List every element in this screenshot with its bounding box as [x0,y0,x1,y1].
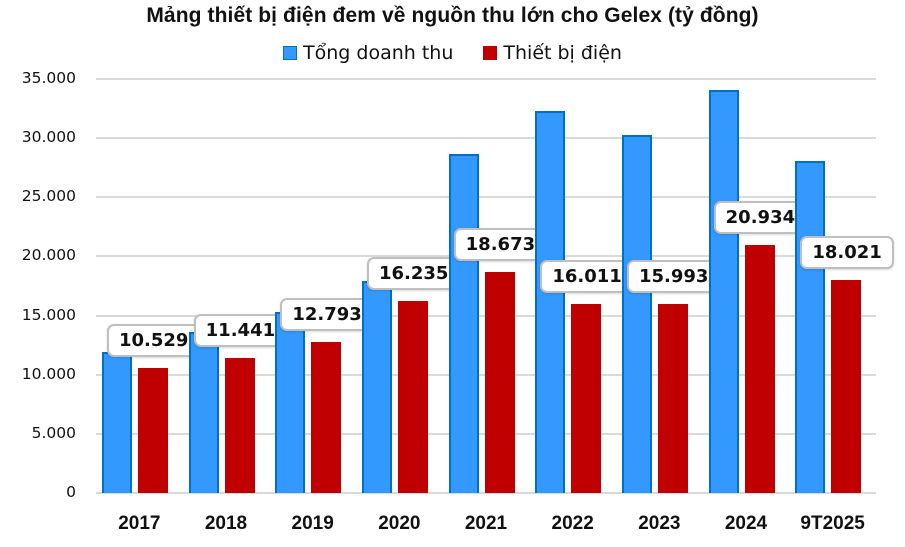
gridline [96,78,876,80]
x-tick-label: 2020 [378,513,421,534]
x-tick-label: 2019 [291,513,334,534]
bar-total-revenue-2017 [102,352,132,493]
bar-electrical-equipment-2023 [658,303,688,493]
legend: Tổng doanh thu Thiết bị điện [0,42,905,64]
x-tick-label: 2017 [118,513,161,534]
chart-title: Mảng thiết bị điện đem về nguồn thu lớn … [146,4,759,27]
bar-total-revenue-2021 [448,153,479,493]
y-tick-label: 10.000 [21,364,76,383]
bar-total-revenue-2024 [708,89,739,493]
bar-total-revenue-9T2025 [795,160,826,493]
bar-total-revenue-2018 [188,332,219,493]
bar-electrical-equipment-2019 [311,341,342,493]
legend-swatch-blue [283,46,298,60]
x-tick-label: 2021 [464,513,508,534]
plot-area: 10.529 11.441 12.793 16.235 18.673 16.011 15.9… [96,78,894,494]
bar-electrical-equipment-2024 [744,245,775,493]
x-tick-label: 2022 [551,513,594,534]
bar-electrical-equipment-2018 [224,357,255,493]
bar-total-revenue-2023 [622,134,652,493]
x-tick-label: 9T2025 [800,513,865,534]
y-tick-label: 20.000 [21,246,76,265]
bar-total-revenue-2019 [275,312,306,493]
bar-total-revenue-2022 [535,110,566,493]
gridline [96,492,876,494]
legend-item-electrical-equipment: Thiết bị điện [483,42,622,64]
x-tick-label: 2023 [638,513,681,534]
bar-electrical-equipment-2017 [138,368,168,493]
data-label: 18.673 [453,228,548,262]
bar-electrical-equipment-2021 [484,272,515,493]
y-tick-label: 35.000 [21,69,76,87]
y-tick-label: 5.000 [31,423,76,442]
data-label: 16.011 [540,259,634,293]
data-label: 12.793 [280,297,374,331]
y-tick-label: 25.000 [21,187,76,206]
bar-electrical-equipment-9T2025 [831,279,862,493]
legend-swatch-red [483,46,498,60]
data-label: 20.934 [713,201,808,235]
bar-electrical-equipment-2020 [398,300,428,493]
legend-item-total-revenue: Tổng doanh thu [283,42,453,64]
legend-label: Tổng doanh thu [303,42,454,64]
x-tick-label: 2018 [204,513,248,534]
data-label: 10.529 [107,324,201,358]
data-label: 18.021 [800,235,894,269]
data-label: 11.441 [193,313,288,347]
data-label: 16.235 [367,256,461,290]
y-tick-label: 0 [66,483,76,501]
gridline [96,196,876,199]
legend-label: Thiết bị điện [503,42,622,64]
y-tick-label: 15.000 [21,305,76,324]
x-tick-label: 2024 [724,513,768,534]
data-label: 15.993 [627,259,721,293]
bar-total-revenue-2020 [362,281,392,493]
bar-electrical-equipment-2022 [571,303,602,493]
gridline [96,137,876,140]
y-tick-label: 30.000 [21,128,76,147]
